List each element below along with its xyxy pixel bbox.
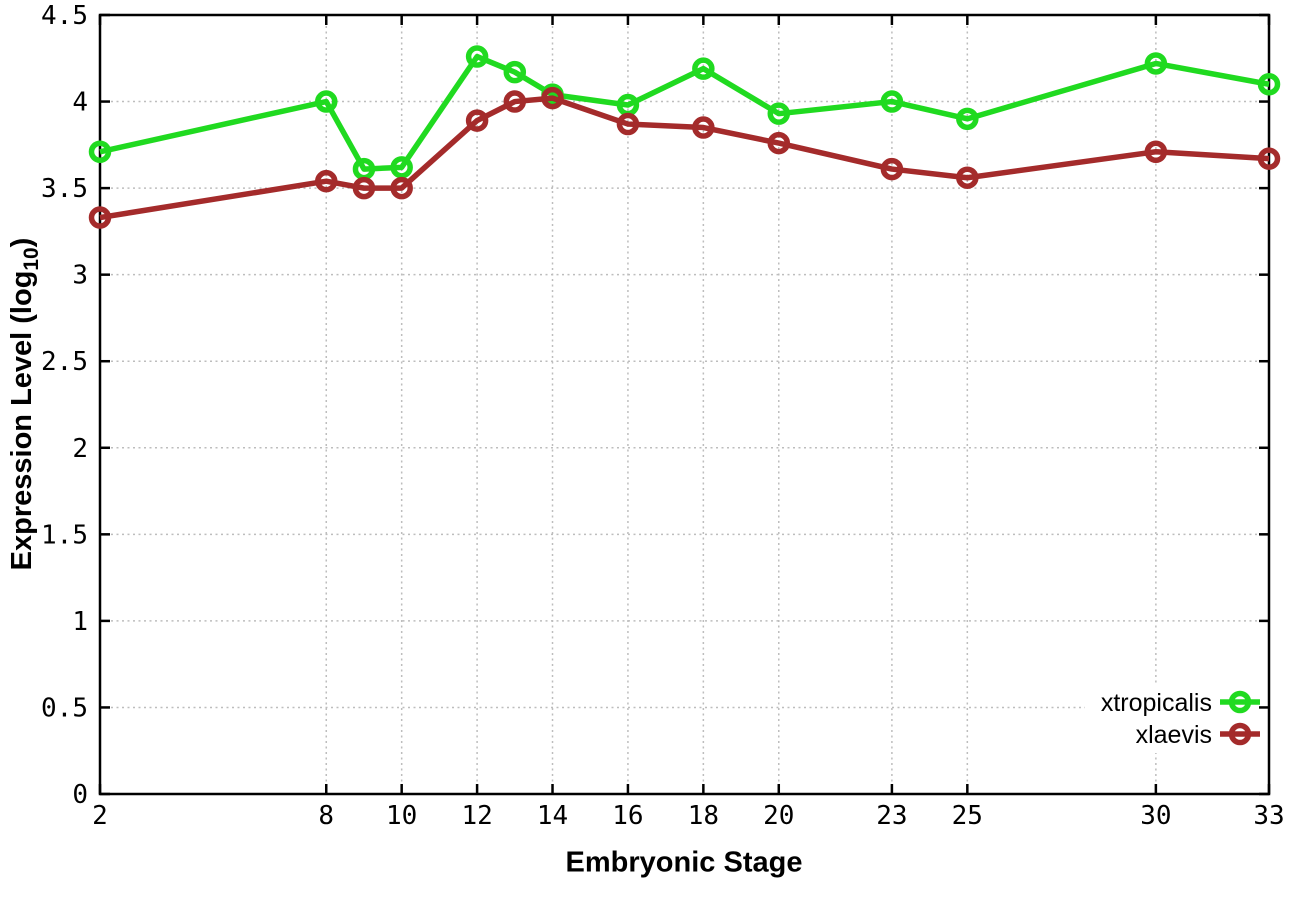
y-tick-label-2.5: 2.5 [41, 347, 88, 377]
x-tick-label-2: 2 [92, 801, 108, 831]
data-point-xlaevis-stage-25 [956, 166, 979, 189]
data-point-xtropicalis-stage-2 [88, 140, 112, 164]
data-point-xlaevis-stage-23 [880, 157, 904, 181]
data-point-xlaevis-stage-33 [1257, 147, 1281, 170]
plot-border [98, 13, 1271, 796]
x-tick-label-10: 10 [386, 801, 417, 831]
x-tick-label-8: 8 [318, 801, 334, 831]
y-axis-title: Expression Level (log10) [6, 238, 44, 571]
data-point-xlaevis-stage-20 [767, 131, 791, 155]
x-tick-label-12: 12 [461, 801, 492, 831]
data-point-xlaevis-stage-2 [88, 206, 112, 229]
data-point-xtropicalis-stage-18 [692, 57, 715, 80]
series-line-xtropicalis [99, 53, 1270, 172]
data-point-xtropicalis-stage-8 [315, 90, 338, 113]
data-point-xtropicalis-stage-10 [390, 156, 413, 179]
y-tick-label-3.5: 3.5 [41, 174, 88, 204]
y-tick-label-0: 0 [72, 780, 88, 810]
series-line-xlaevis [99, 95, 1270, 221]
data-point-xlaevis-stage-30 [1144, 140, 1168, 164]
data-point-xlaevis-stage-10 [390, 176, 413, 200]
x-tick-label-16: 16 [612, 801, 643, 831]
y-tick-label-3: 3 [72, 261, 88, 291]
y-axis-title-close: ) [6, 237, 39, 248]
data-point-xlaevis-stage-9 [352, 176, 376, 200]
x-tick-label-23: 23 [876, 801, 907, 831]
data-point-xtropicalis-stage-20 [767, 102, 791, 125]
data-point-xtropicalis-stage-30 [1144, 52, 1168, 75]
y-tick-label-4.5: 4.5 [41, 1, 88, 31]
legend-label-xlaevis: xlaevis [1136, 721, 1212, 749]
data-point-xlaevis-stage-18 [692, 116, 715, 139]
data-point-xtropicalis-stage-12 [465, 45, 489, 68]
data-point-xtropicalis-stage-33 [1257, 72, 1281, 96]
legend-sample-marker-xtropicalis [1228, 690, 1252, 714]
legend-label-xtropicalis: xtropicalis [1101, 689, 1212, 717]
data-point-xtropicalis-stage-25 [956, 107, 979, 131]
data-point-xlaevis-stage-16 [616, 112, 640, 136]
data-point-xtropicalis-stage-23 [880, 90, 904, 113]
x-tick-label-30: 30 [1140, 801, 1171, 831]
y-axis-title-sub: 10 [19, 247, 43, 271]
x-tick-label-25: 25 [952, 801, 983, 831]
x-tick-label-14: 14 [537, 801, 568, 831]
data-point-xtropicalis-stage-13 [503, 60, 527, 84]
x-axis-title: Embryonic Stage [565, 846, 803, 879]
x-tick-label-18: 18 [688, 801, 719, 831]
data-point-xlaevis-stage-13 [503, 90, 527, 113]
y-tick-label-1.5: 1.5 [41, 520, 88, 550]
y-axis-title-main: Expression Level (log [6, 270, 39, 571]
data-point-xlaevis-stage-12 [465, 109, 489, 132]
legend-sample-marker-xlaevis [1228, 722, 1252, 746]
x-tick-label-20: 20 [763, 801, 794, 831]
y-tick-label-2: 2 [72, 434, 88, 464]
x-tick-label-33: 33 [1253, 801, 1284, 831]
y-tick-label-1: 1 [72, 607, 88, 637]
data-point-xlaevis-stage-8 [315, 169, 338, 193]
y-tick-label-4: 4 [72, 88, 88, 118]
data-point-xlaevis-stage-14 [541, 86, 564, 110]
y-tick-label-0.5: 0.5 [41, 693, 88, 723]
